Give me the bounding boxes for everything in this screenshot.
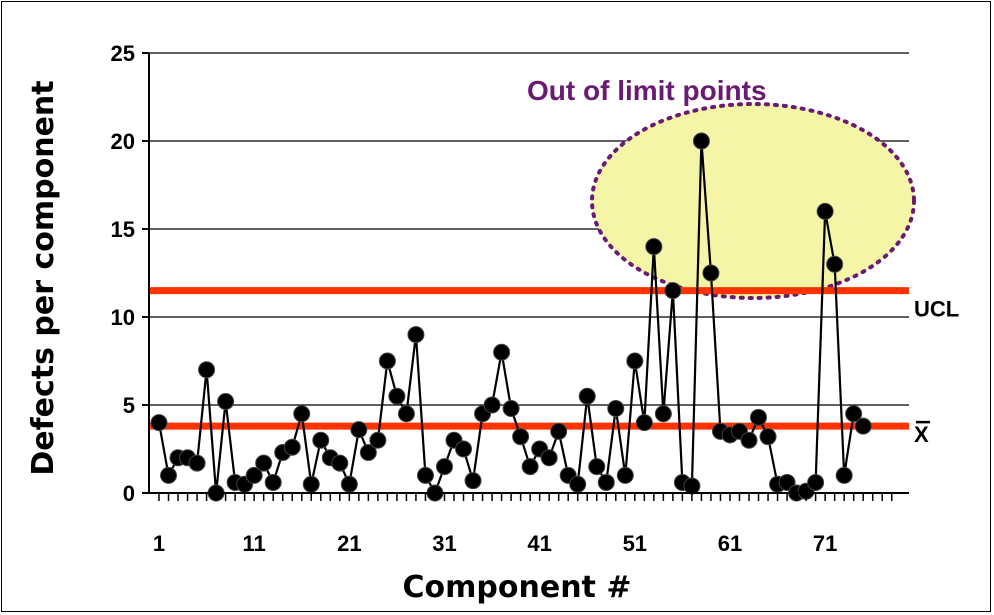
- data-point: [635, 414, 653, 432]
- data-point: [854, 417, 872, 435]
- data-point: [388, 387, 406, 405]
- data-point: [664, 282, 682, 300]
- data-point: [378, 352, 396, 370]
- data-point: [597, 473, 615, 491]
- y-tick-label: 20: [111, 129, 135, 154]
- data-point: [654, 405, 672, 423]
- data-point: [264, 473, 282, 491]
- y-tick-labels: 0 5 10 15 20 25: [111, 41, 135, 506]
- data-point: [407, 326, 425, 344]
- data-point: [607, 400, 625, 418]
- x-tick-label: 51: [623, 531, 647, 556]
- data-point: [369, 431, 387, 449]
- data-point: [845, 405, 863, 423]
- data-point: [807, 473, 825, 491]
- data-point: [293, 405, 311, 423]
- data-point: [350, 421, 368, 439]
- data-point: [331, 454, 349, 472]
- data-point: [493, 343, 511, 361]
- data-point: [255, 454, 273, 472]
- y-tick-label: 5: [123, 393, 135, 418]
- data-point: [245, 466, 263, 484]
- data-point: [759, 428, 777, 446]
- data-point: [569, 475, 587, 493]
- data-point: [455, 440, 473, 458]
- out-of-limit-highlight: [590, 102, 916, 300]
- data-point: [359, 444, 377, 462]
- y-tick-label: 15: [111, 217, 135, 242]
- data-point: [512, 428, 530, 446]
- data-point: [150, 414, 168, 432]
- data-point: [702, 264, 720, 282]
- data-point: [692, 132, 710, 150]
- data-point: [502, 400, 520, 418]
- reference-label-x: X: [914, 422, 929, 447]
- data-point: [483, 396, 501, 414]
- data-point: [160, 466, 178, 484]
- y-tick-label: 25: [111, 41, 135, 66]
- data-point: [464, 472, 482, 490]
- annotation-label: Out of limit points: [527, 75, 767, 106]
- data-point: [302, 475, 320, 493]
- x-tick-labels: 1 11 21 31 41 51 61 71: [153, 531, 838, 556]
- x-tick-label: 61: [718, 531, 742, 556]
- y-axis-title: Defects per component: [26, 80, 61, 475]
- reference-labels: UCL X: [914, 297, 959, 448]
- data-point: [198, 361, 216, 379]
- data-point: [217, 392, 235, 410]
- data-point: [835, 466, 853, 484]
- y-tick-label: 10: [111, 305, 135, 330]
- data-point: [578, 387, 596, 405]
- data-point: [645, 238, 663, 256]
- y-tick-label: 0: [123, 481, 135, 506]
- data-point: [550, 422, 568, 440]
- data-point: [778, 473, 796, 491]
- x-tick-label: 71: [813, 531, 837, 556]
- data-point: [416, 466, 434, 484]
- data-point: [683, 477, 701, 495]
- x-tick-label: 31: [432, 531, 456, 556]
- data-point: [188, 454, 206, 472]
- x-tick-label: 11: [243, 531, 266, 556]
- data-point: [750, 408, 768, 426]
- data-point: [340, 475, 358, 493]
- reference-label-ucl: UCL: [914, 297, 959, 322]
- data-point: [435, 458, 453, 476]
- data-series: [150, 132, 872, 502]
- data-point: [312, 431, 330, 449]
- x-tick-label: 21: [337, 531, 361, 556]
- reference-lines: [149, 287, 909, 430]
- data-point: [740, 431, 758, 449]
- data-point: [283, 438, 301, 456]
- data-point: [588, 458, 606, 476]
- x-axis-title: Component #: [403, 570, 632, 605]
- data-point: [397, 405, 415, 423]
- x-tick-label: 1: [153, 531, 165, 556]
- x-tick-label: 41: [527, 531, 551, 556]
- axes: [142, 52, 909, 501]
- data-point: [816, 202, 834, 220]
- data-point: [826, 255, 844, 273]
- data-point: [540, 449, 558, 467]
- data-point: [626, 352, 644, 370]
- data-point: [616, 466, 634, 484]
- data-point: [521, 458, 539, 476]
